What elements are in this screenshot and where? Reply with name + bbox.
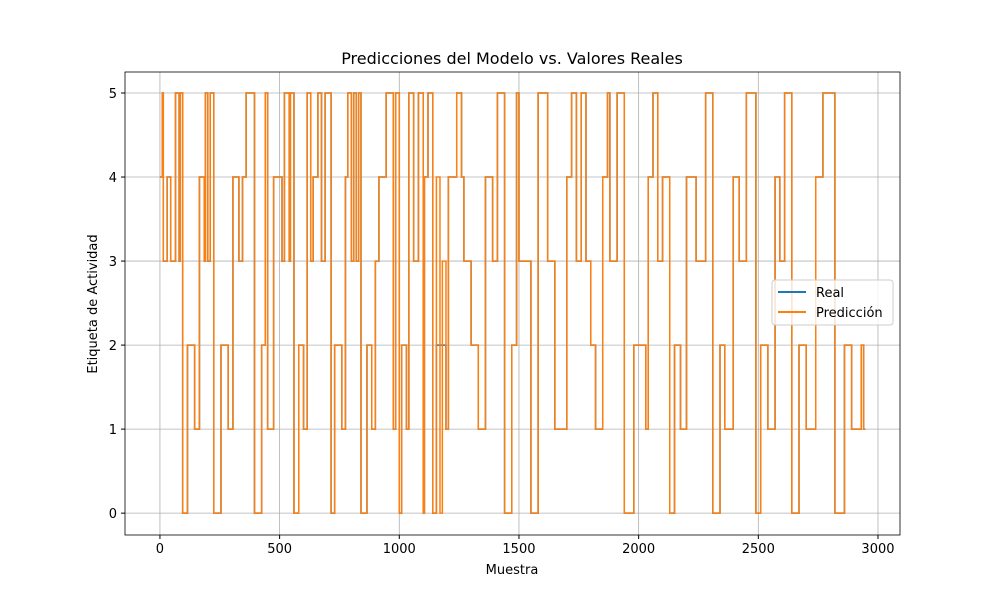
y-tick-label: 3 [109, 255, 117, 270]
y-tick-label: 5 [109, 87, 117, 102]
x-tick-label: 1500 [502, 542, 535, 557]
y-tick-label: 0 [109, 507, 117, 522]
x-tick-label: 2500 [742, 542, 775, 557]
x-tick-label: 2000 [622, 542, 655, 557]
x-tick-label: 0 [156, 542, 164, 557]
y-axis-label: Etiqueta de Actividad [86, 234, 101, 373]
legend-label: Real [816, 286, 844, 301]
x-axis-label: Muestra [486, 563, 539, 578]
legend: Real Predicción [771, 279, 894, 326]
x-tick-label: 3000 [861, 542, 894, 557]
chart-title: Predicciones del Modelo vs. Valores Real… [341, 49, 683, 68]
legend-label: Predicción [816, 306, 883, 321]
x-tick-label: 1000 [383, 542, 416, 557]
y-tick-label: 1 [109, 423, 117, 438]
y-tick-label: 2 [109, 339, 117, 354]
y-tick-label: 4 [109, 171, 117, 186]
data-line [159, 92, 866, 514]
x-tick-label: 500 [267, 542, 292, 557]
plot-frame [124, 71, 901, 536]
